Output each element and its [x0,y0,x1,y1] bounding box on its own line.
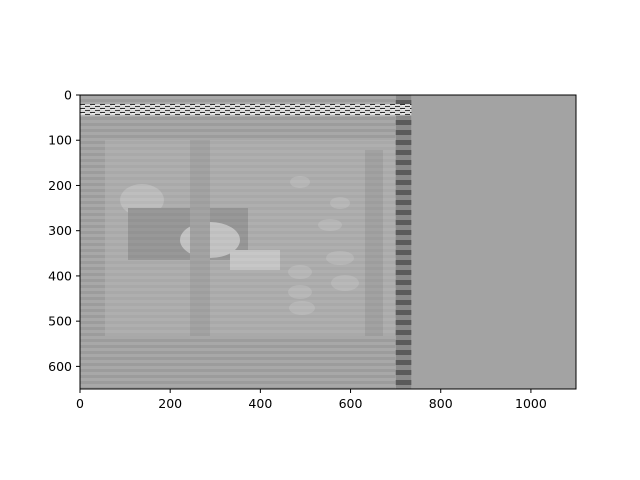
scene-lower [230,250,280,270]
top-noise-band-region [80,104,412,116]
y-tick-label: 200 [48,178,72,193]
y-tick-label: 100 [48,133,72,148]
uniform-fill-region [411,95,576,389]
y-tick-label: 300 [48,223,72,238]
striped-band-region [395,95,412,389]
x-tick-label: 200 [158,396,182,411]
x-tick-label: 600 [339,396,363,411]
scene-silhouette [105,140,395,336]
y-tick-label: 500 [48,314,72,329]
axes-frame [79,94,577,390]
x-tick-label: 400 [248,396,272,411]
scene-pillar-right [365,150,383,336]
scene-pillar-left [190,140,210,336]
scene-flowers [288,176,359,315]
y-tick-label: 0 [64,88,72,103]
x-tick-label: 0 [76,396,84,411]
y-tick-label: 400 [48,268,72,283]
x-tick-label: 800 [429,396,453,411]
plot-area [79,94,577,390]
x-tick-label: 1000 [515,396,547,411]
y-tick-label: 600 [48,359,72,374]
y-axis: 0 100 200 300 400 500 600 [48,88,80,374]
x-axis: 0 200 400 600 800 1000 [76,389,547,411]
